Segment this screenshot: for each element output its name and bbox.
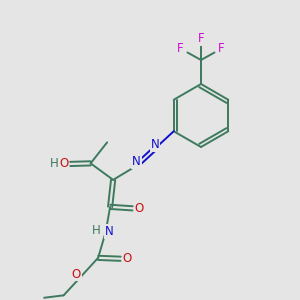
Text: H: H [50,157,59,170]
Text: O: O [72,268,81,281]
Text: F: F [177,42,184,55]
Text: F: F [198,32,204,45]
Text: O: O [123,252,132,265]
Text: H: H [92,224,101,237]
Text: F: F [218,42,225,55]
Text: N: N [151,138,160,151]
Text: O: O [135,202,144,215]
Text: N: N [132,155,141,168]
Text: N: N [105,225,114,238]
Text: O: O [59,157,68,170]
